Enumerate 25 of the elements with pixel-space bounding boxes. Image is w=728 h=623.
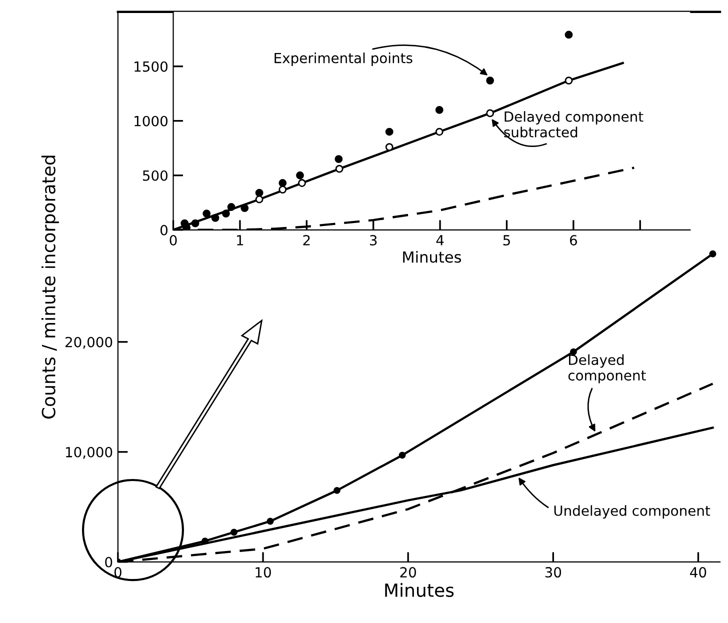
x-tick-label: 0 — [170, 234, 177, 246]
annotation: Experimental points — [274, 52, 412, 66]
x-tick-label: 4 — [436, 235, 444, 246]
x-tick-label: 3 — [370, 234, 377, 246]
annotation: Undelayed component — [554, 505, 710, 519]
annotation: Delayed component — [568, 354, 646, 384]
x-axis-title: Minutes — [385, 583, 454, 598]
y-tick-label: 1000 — [134, 116, 168, 126]
x-tick-label: 30 — [545, 567, 562, 578]
x-tick-label: 2 — [303, 234, 310, 246]
x-tick-label: 40 — [690, 567, 706, 578]
x-tick-label: 5 — [503, 235, 510, 246]
x-tick-label: 20 — [400, 567, 416, 578]
x-tick-label: 6 — [570, 234, 577, 246]
y-tick-label: 1500 — [134, 61, 168, 72]
annotation: Delayed component subtracted — [504, 111, 644, 138]
y-tick-label: 20,000 — [65, 336, 112, 349]
y-tick-label: 0 — [160, 224, 168, 236]
y-tick-label: 10,000 — [66, 446, 112, 459]
y-tick-label: 500 — [142, 170, 168, 181]
x-tick-label: 1 — [237, 235, 244, 246]
y-tick-label: 0 — [105, 556, 112, 568]
x-axis-title: Minutes — [403, 250, 462, 263]
y-axis-title: Counts / minute incorporated — [41, 156, 59, 419]
x-tick-label: 10 — [256, 567, 271, 578]
